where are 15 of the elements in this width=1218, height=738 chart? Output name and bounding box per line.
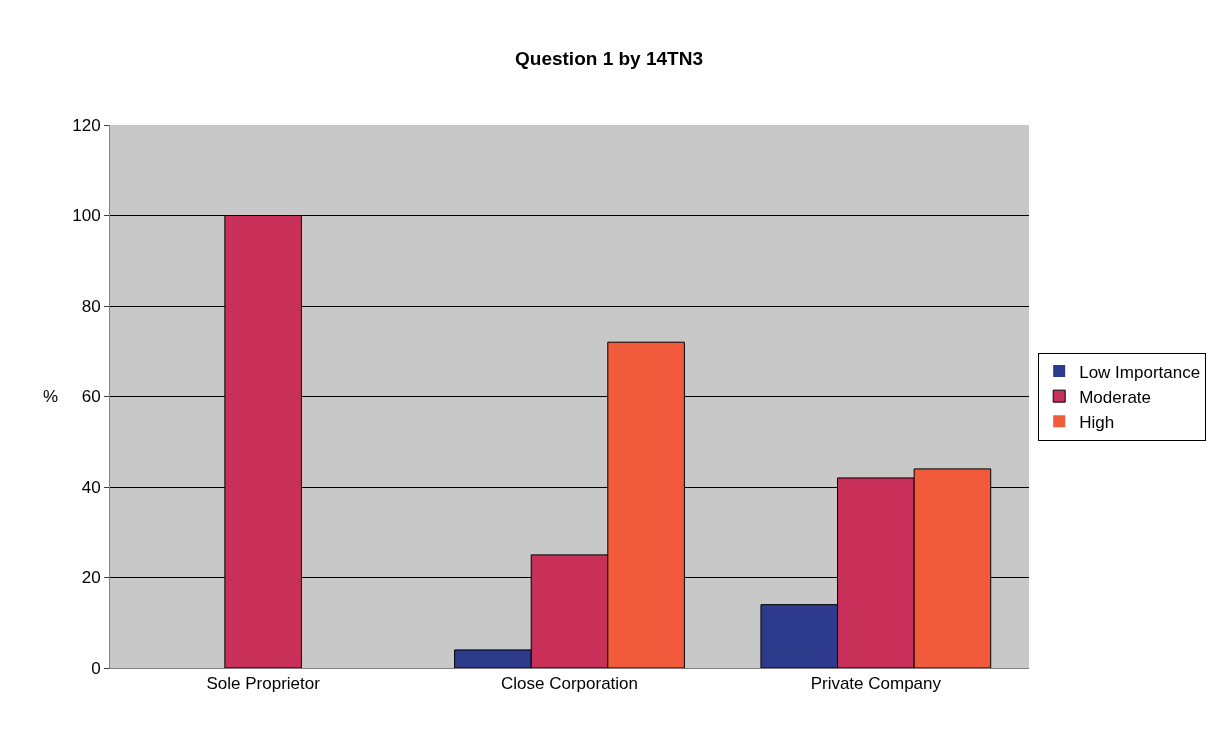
- y-tick-label: 20: [81, 568, 101, 588]
- x-tick-label: Private Company: [810, 674, 942, 694]
- chart-title: Question 1 by 14TN3: [515, 47, 703, 69]
- x-tick-label: Sole Proprietor: [206, 674, 321, 694]
- y-tick-label: 0: [91, 658, 101, 678]
- y-tick-label: 40: [81, 477, 101, 497]
- x-tick-label: Close Corporation: [500, 674, 639, 694]
- y-tick-label: 80: [81, 296, 101, 316]
- y-tick-label: 100: [72, 206, 101, 226]
- legend-label: Moderate: [1079, 387, 1152, 407]
- legend-label: High: [1079, 412, 1115, 432]
- y-tick-label: 60: [81, 387, 101, 407]
- y-axis-title: %: [43, 387, 59, 406]
- legend-label: Low Importance: [1079, 362, 1201, 382]
- y-tick-label: 120: [72, 115, 101, 135]
